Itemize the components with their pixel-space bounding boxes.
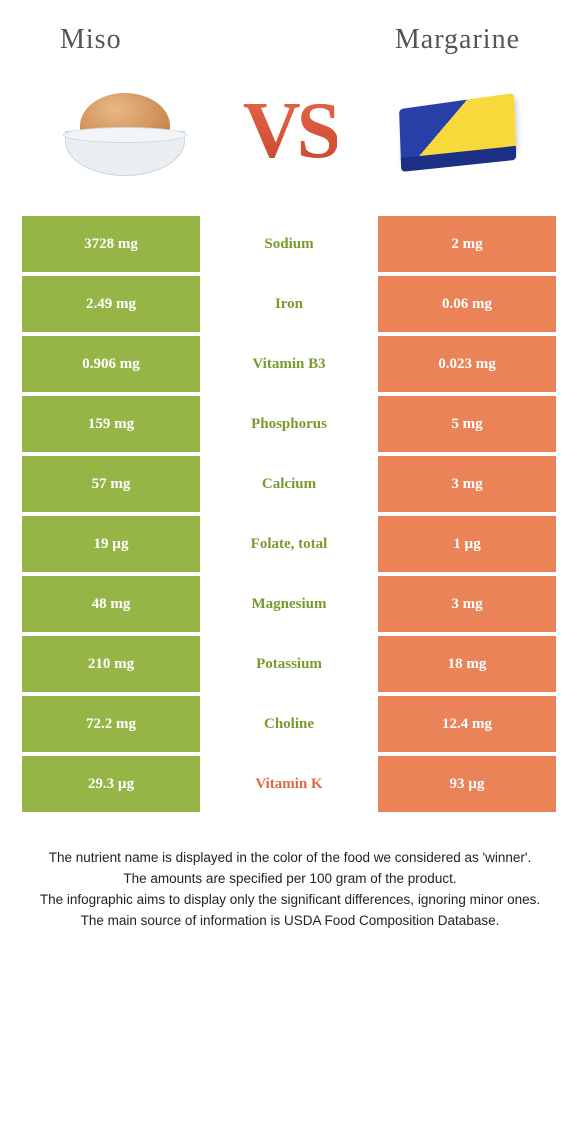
table-row: 210 mgPotassium18 mg: [22, 636, 558, 692]
nutrient-name: Sodium: [200, 216, 378, 272]
footnotes: The nutrient name is displayed in the co…: [28, 848, 552, 932]
table-row: 159 mgPhosphorus5 mg: [22, 396, 558, 452]
nutrient-name: Phosphorus: [200, 396, 378, 452]
table-row: 19 µgFolate, total1 µg: [22, 516, 558, 572]
value-right: 93 µg: [378, 756, 556, 812]
table-row: 29.3 µgVitamin K93 µg: [22, 756, 558, 812]
value-right: 5 mg: [378, 396, 556, 452]
nutrient-name: Potassium: [200, 636, 378, 692]
food-left-image: [50, 76, 200, 186]
table-row: 0.906 mgVitamin B30.023 mg: [22, 336, 558, 392]
footnote-line: The main source of information is USDA F…: [28, 911, 552, 932]
food-left-title: Miso: [60, 24, 122, 56]
nutrient-name: Choline: [200, 696, 378, 752]
food-right-image: [380, 76, 530, 186]
nutrient-name: Vitamin B3: [200, 336, 378, 392]
nutrient-name: Iron: [200, 276, 378, 332]
table-row: 3728 mgSodium2 mg: [22, 216, 558, 272]
value-left: 2.49 mg: [22, 276, 200, 332]
value-left: 48 mg: [22, 576, 200, 632]
value-left: 0.906 mg: [22, 336, 200, 392]
value-left: 19 µg: [22, 516, 200, 572]
value-right: 0.06 mg: [378, 276, 556, 332]
value-right: 1 µg: [378, 516, 556, 572]
value-right: 3 mg: [378, 576, 556, 632]
nutrient-name: Calcium: [200, 456, 378, 512]
value-right: 2 mg: [378, 216, 556, 272]
food-right-title: Margarine: [395, 24, 520, 56]
value-left: 159 mg: [22, 396, 200, 452]
table-row: 2.49 mgIron0.06 mg: [22, 276, 558, 332]
value-right: 0.023 mg: [378, 336, 556, 392]
nutrient-name: Magnesium: [200, 576, 378, 632]
table-row: 72.2 mgCholine12.4 mg: [22, 696, 558, 752]
nutrient-comparison-table: 3728 mgSodium2 mg2.49 mgIron0.06 mg0.906…: [22, 216, 558, 812]
nutrient-name: Vitamin K: [200, 756, 378, 812]
value-left: 3728 mg: [22, 216, 200, 272]
nutrient-name: Folate, total: [200, 516, 378, 572]
value-left: 29.3 µg: [22, 756, 200, 812]
table-row: 48 mgMagnesium3 mg: [22, 576, 558, 632]
footnote-line: The infographic aims to display only the…: [28, 890, 552, 911]
table-row: 57 mgCalcium3 mg: [22, 456, 558, 512]
value-left: 72.2 mg: [22, 696, 200, 752]
footnote-line: The amounts are specified per 100 gram o…: [28, 869, 552, 890]
value-right: 12.4 mg: [378, 696, 556, 752]
value-right: 18 mg: [378, 636, 556, 692]
value-right: 3 mg: [378, 456, 556, 512]
footnote-line: The nutrient name is displayed in the co…: [28, 848, 552, 869]
vs-label: VS: [243, 86, 337, 177]
value-left: 57 mg: [22, 456, 200, 512]
value-left: 210 mg: [22, 636, 200, 692]
